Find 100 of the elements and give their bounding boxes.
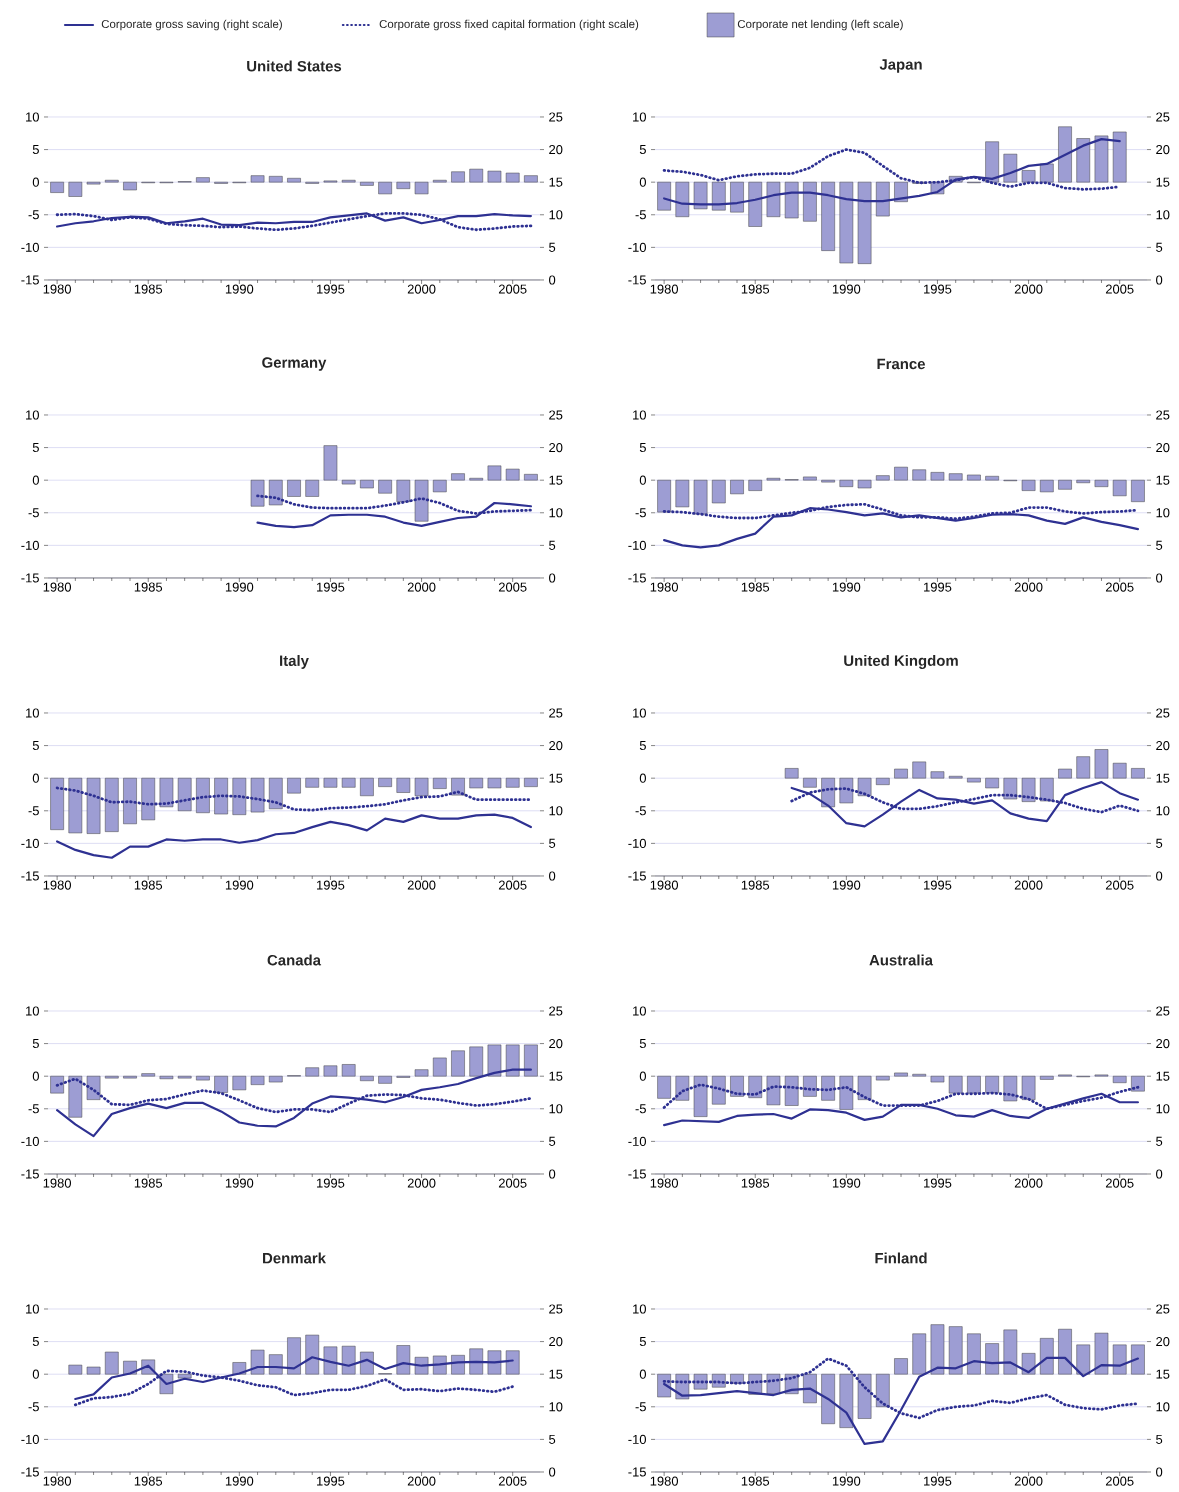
x-tick-label: 1980 [43,582,72,592]
chart-title: Japan [879,59,922,73]
x-tick-label: 2000 [1014,880,1043,890]
x-tick-label: 2005 [498,880,527,890]
x-tick-label: 1985 [741,582,770,592]
y2-tick-label: 0 [549,871,556,881]
x-tick-label: 1990 [832,284,861,294]
y-tick-label: -15 [628,871,646,881]
x-tick-label: 2000 [407,582,436,592]
y2-tick-label: 25 [1156,708,1170,718]
chart-title: Australia [869,954,934,966]
x-tick-label: 2005 [1105,582,1134,592]
y2-tick-label: 10 [549,508,563,518]
x-tick-label: 2005 [1105,1178,1134,1188]
x-tick-label: 1980 [650,284,679,294]
y-tick-label: 10 [633,112,646,122]
y-tick-label: 10 [633,1304,646,1314]
y-tick-label: 10 [26,112,39,122]
y2-tick-label: 0 [549,1169,556,1179]
y-tick-label: -15 [21,1169,39,1179]
y2-tick-label: 25 [549,1006,563,1016]
y2-tick-label: 20 [1156,740,1170,751]
y2-tick-label: 15 [1156,773,1170,783]
y2-tick-label: 20 [1156,1337,1170,1347]
x-tick-label: 2000 [1014,1178,1043,1188]
x-tick-label: 1985 [741,1476,770,1486]
y-tick-label: 5 [639,443,646,453]
y2-tick-label: 25 [1156,410,1170,420]
y2-tick-label: 20 [549,1039,563,1049]
y2-tick-label: 25 [549,112,563,122]
x-tick-label: 1995 [924,1476,952,1486]
y-tick-label: -5 [28,508,39,518]
y-tick-label: -15 [21,275,39,285]
x-tick-label: 1985 [134,1178,163,1188]
y2-tick-label: 15 [549,1369,563,1379]
chart-title: United Kingdom [844,654,958,669]
y-tick-label: -5 [635,806,646,816]
x-tick-label: 1995 [317,582,345,592]
x-tick-label: 1995 [317,1476,345,1486]
x-tick-label: 1995 [924,284,952,294]
y2-tick-label: 10 [1156,210,1170,220]
y2-tick-label: 15 [549,1071,563,1081]
chart-title: Denmark [263,1252,326,1264]
y2-tick-label: 5 [549,242,556,252]
y-tick-label: 0 [639,1369,646,1379]
y2-tick-label: 0 [1156,1169,1163,1179]
y2-tick-label: 15 [549,475,563,485]
x-tick-label: 1980 [43,880,72,890]
y2-tick-label: 25 [549,410,563,420]
y-tick-label: 5 [639,741,646,751]
y2-tick-label: 10 [549,210,563,220]
y-tick-label: 0 [32,177,39,187]
y2-tick-label: 5 [549,1434,556,1444]
x-tick-label: 1985 [134,880,163,890]
y2-tick-label: 0 [1156,573,1163,583]
y-tick-label: -10 [21,1136,39,1146]
x-tick-label: 2005 [1105,284,1134,294]
x-tick-label: 2000 [407,1476,436,1486]
y2-tick-label: 10 [1156,1104,1170,1114]
x-tick-label: 1980 [43,284,72,294]
y-tick-label: 10 [633,410,646,420]
x-tick-label: 2005 [1105,1476,1134,1486]
y-tick-label: -15 [628,1467,646,1477]
y-tick-label: 5 [32,1039,39,1049]
y2-tick-label: 5 [1156,1434,1163,1444]
chart-title: France [877,358,925,370]
y-tick-label: 5 [32,443,39,453]
y2-tick-label: 5 [1156,1136,1163,1146]
y-tick-label: 0 [639,475,646,485]
y-tick-label: -10 [21,242,39,252]
legend-label: Corporate gross saving (right scale) [101,19,282,31]
x-tick-label: 1985 [134,284,163,294]
y-tick-label: 5 [32,1337,39,1347]
chart-title: Canada [267,954,322,966]
x-tick-label: 2005 [498,1476,527,1486]
y2-tick-label: 20 [549,740,563,751]
y-tick-label: -5 [635,508,646,518]
y-tick-label: -10 [21,540,39,550]
x-tick-label: 1990 [832,880,861,890]
y-tick-label: 5 [639,1337,646,1347]
x-tick-label: 1990 [225,1178,254,1188]
y2-tick-label: 25 [1156,1006,1170,1016]
x-tick-label: 1995 [924,1178,952,1188]
x-tick-label: 2000 [407,880,436,890]
y2-tick-label: 5 [1156,838,1163,848]
y-tick-label: -10 [628,1136,646,1146]
y2-tick-label: 20 [1156,144,1170,155]
x-tick-label: 2005 [1105,880,1134,890]
y2-tick-label: 25 [549,1304,563,1314]
y-tick-label: -10 [628,540,646,550]
y2-tick-label: 20 [1156,442,1170,453]
x-tick-label: 1995 [924,880,952,890]
y-tick-label: -15 [21,573,39,583]
chart-title: United States [247,60,342,72]
chart-title: Italy [280,655,309,669]
x-tick-label: 1990 [832,582,861,592]
x-tick-label: 1985 [134,582,163,592]
y2-tick-label: 10 [549,1104,563,1114]
x-tick-label: 1990 [225,284,254,294]
y-tick-label: -5 [28,806,39,816]
